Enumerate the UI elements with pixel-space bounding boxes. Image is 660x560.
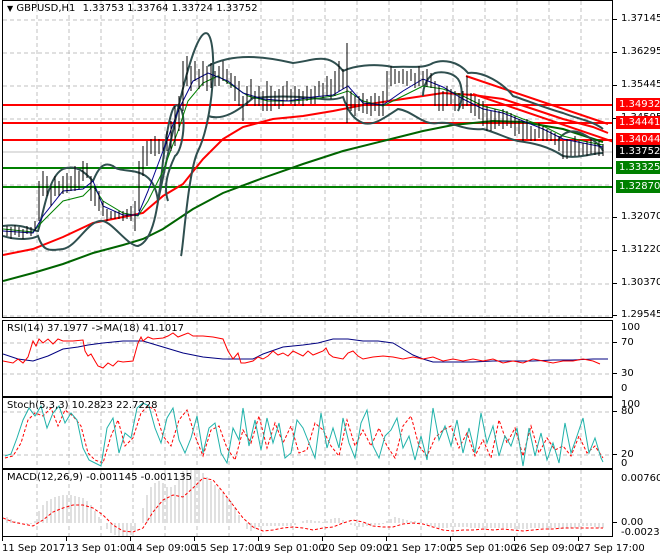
rsi-title: RSI(14) 37.1977 ->MA(18) 41.1017 [7, 323, 184, 334]
stoch-axis: 100 80 20 0 [613, 397, 660, 469]
time-label: 26 Sep 09:00 [514, 543, 581, 554]
time-label: 14 Sep 09:00 [130, 543, 197, 554]
macd-tick: 0.007603 [621, 473, 660, 484]
symbol-label: GBPUSD,H1 [16, 3, 76, 14]
time-label: 15 Sep 17:00 [194, 543, 261, 554]
time-label: 19 Sep 01:00 [258, 543, 325, 554]
macd-plot [3, 470, 604, 536]
rsi-tick: 0 [621, 383, 628, 394]
macd-tick: 0.00 [621, 517, 644, 528]
macd-tick: -0.002359 [621, 527, 660, 538]
price-tick: 1.35445 [621, 79, 660, 90]
stoch-plot [3, 398, 612, 468]
price-tick: 1.29545 [621, 309, 660, 320]
rsi-pane[interactable]: RSI(14) 37.1977 ->MA(18) 41.1017 [2, 320, 613, 397]
time-label: 20 Sep 09:00 [322, 543, 389, 554]
macd-axis: 0.007603 0.00 -0.002359 [613, 469, 660, 538]
price-tick: 1.36295 [621, 46, 660, 57]
price-tick: 1.31220 [621, 244, 660, 255]
price-axis: 1.37145 1.36295 1.35445 1.34595 1.32070 … [613, 0, 660, 320]
price-tick: 1.37145 [621, 13, 660, 24]
rsi-tick: 70 [621, 337, 634, 348]
time-label: 21 Sep 17:00 [386, 543, 453, 554]
macd-pane[interactable]: MACD(12,26,9) -0.001145 -0.001135 [2, 469, 613, 537]
resistance-level-label: 1.34441 [616, 116, 660, 129]
time-label: 27 Sep 17:00 [578, 543, 645, 554]
stoch-title: Stoch(5,3,3) 10.2823 22.7228 [7, 400, 158, 411]
price-plot [3, 1, 612, 317]
stochastic-pane[interactable]: Stoch(5,3,3) 10.2823 22.7228 [2, 397, 613, 469]
rsi-tick: 100 [621, 322, 641, 333]
resistance-level-label: 1.34932 [616, 98, 660, 111]
stoch-tick: 80 [621, 406, 634, 417]
price-tick: 1.32070 [621, 211, 660, 222]
ohlc-values: 1.33753 1.33764 1.33724 1.33752 [82, 3, 258, 14]
price-tick: 1.30370 [621, 277, 660, 288]
support-level-label: 1.33325 [616, 161, 660, 174]
stoch-tick: 100 [621, 399, 641, 410]
support-level-label: 1.32870 [616, 180, 660, 193]
rsi-plot [3, 321, 612, 396]
menu-arrow-icon[interactable]: ▼ [7, 4, 14, 13]
rsi-axis: 100 70 30 0 [613, 320, 660, 397]
current-price-label: 1.33752 [616, 145, 660, 158]
time-label: 11 Sep 2017 [2, 543, 66, 554]
stoch-tick: 0 [621, 458, 628, 469]
stoch-tick: 20 [621, 449, 634, 460]
resistance-level-label: 1.34044 [616, 133, 660, 146]
chart-title: ▼ GBPUSD,H1 1.33753 1.33764 1.33724 1.33… [7, 3, 258, 14]
macd-title: MACD(12,26,9) -0.001145 -0.001135 [7, 472, 192, 483]
rsi-tick: 30 [621, 368, 634, 379]
time-label: 13 Sep 01:00 [66, 543, 133, 554]
time-label: 25 Sep 01:00 [450, 543, 517, 554]
main-chart-pane[interactable]: ▼ GBPUSD,H1 1.33753 1.33764 1.33724 1.33… [2, 0, 613, 318]
